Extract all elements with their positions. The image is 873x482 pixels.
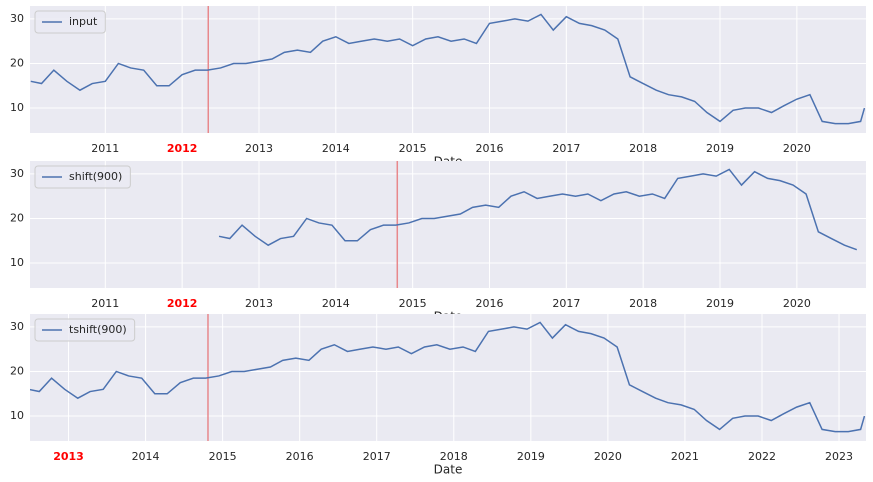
y-tick-label: 10 xyxy=(10,256,24,269)
x-tick-label: 2012 xyxy=(167,142,198,155)
y-tick-label: 20 xyxy=(10,56,24,69)
x-tick-label: 2022 xyxy=(748,450,776,463)
data-line xyxy=(218,168,858,251)
x-tick-label: 2017 xyxy=(552,142,580,155)
x-tick-label: 2021 xyxy=(671,450,699,463)
legend-label: shift(900) xyxy=(69,170,122,183)
data-line xyxy=(30,13,866,125)
legend-box xyxy=(34,318,136,342)
y-tick-label: 10 xyxy=(10,409,24,422)
subplot: 10 20 30 2011 2012 2013 2014 2015 2016 2017 2018 20… xyxy=(10,161,866,324)
y-tick-label: 30 xyxy=(10,167,24,180)
x-tick-label: 2013 xyxy=(245,297,273,310)
x-tick-label: 2014 xyxy=(322,297,350,310)
legend-label: input xyxy=(69,15,98,28)
x-tick-label: 2015 xyxy=(209,450,237,463)
legend-box xyxy=(34,165,131,189)
y-tick-label: 20 xyxy=(10,211,24,224)
x-tick-label: 2013 xyxy=(53,450,84,463)
legend: tshift(900) xyxy=(34,318,136,342)
x-tick-label: 2020 xyxy=(594,450,622,463)
x-tick-label: 2016 xyxy=(475,297,503,310)
x-tick-label: 2016 xyxy=(475,142,503,155)
x-tick-label: 2018 xyxy=(440,450,468,463)
legend: shift(900) xyxy=(34,165,131,189)
subplot: 10 20 30 2011 2012 2013 2014 2015 2016 2017 2018 20… xyxy=(10,6,866,169)
x-tick-label: 2017 xyxy=(552,297,580,310)
legend-label: tshift(900) xyxy=(69,323,127,336)
x-tick-label: 2015 xyxy=(399,142,427,155)
x-tick-label: 2018 xyxy=(629,297,657,310)
subplot: 10 20 30 2013 2014 2015 2016 2017 2018 2019 2020 20… xyxy=(10,314,866,477)
x-tick-label: 2011 xyxy=(91,297,119,310)
legend: input xyxy=(34,10,106,34)
x-tick-label: 2014 xyxy=(132,450,160,463)
y-tick-label: 20 xyxy=(10,364,24,377)
legend-box xyxy=(34,10,106,34)
x-tick-label: 2019 xyxy=(706,297,734,310)
y-tick-label: 30 xyxy=(10,12,24,25)
x-tick-label: 2012 xyxy=(167,297,198,310)
data-line xyxy=(30,321,866,433)
plot-background xyxy=(30,6,866,133)
x-tick-label: 2013 xyxy=(245,142,273,155)
x-tick-label: 2019 xyxy=(517,450,545,463)
x-tick-label: 2018 xyxy=(629,142,657,155)
x-tick-label: 2016 xyxy=(286,450,314,463)
x-tick-label: 2020 xyxy=(783,142,811,155)
y-tick-label: 10 xyxy=(10,101,24,114)
plot-background xyxy=(30,161,866,288)
x-tick-label: 2015 xyxy=(399,297,427,310)
x-tick-label: 2020 xyxy=(783,297,811,310)
y-tick-label: 30 xyxy=(10,320,24,333)
x-tick-label: 2023 xyxy=(825,450,853,463)
x-tick-label: 2019 xyxy=(706,142,734,155)
plot-background xyxy=(30,314,866,441)
x-tick-label: 2011 xyxy=(91,142,119,155)
x-tick-label: 2014 xyxy=(322,142,350,155)
x-tick-label: 2017 xyxy=(363,450,391,463)
x-axis-label: Date xyxy=(434,463,463,477)
